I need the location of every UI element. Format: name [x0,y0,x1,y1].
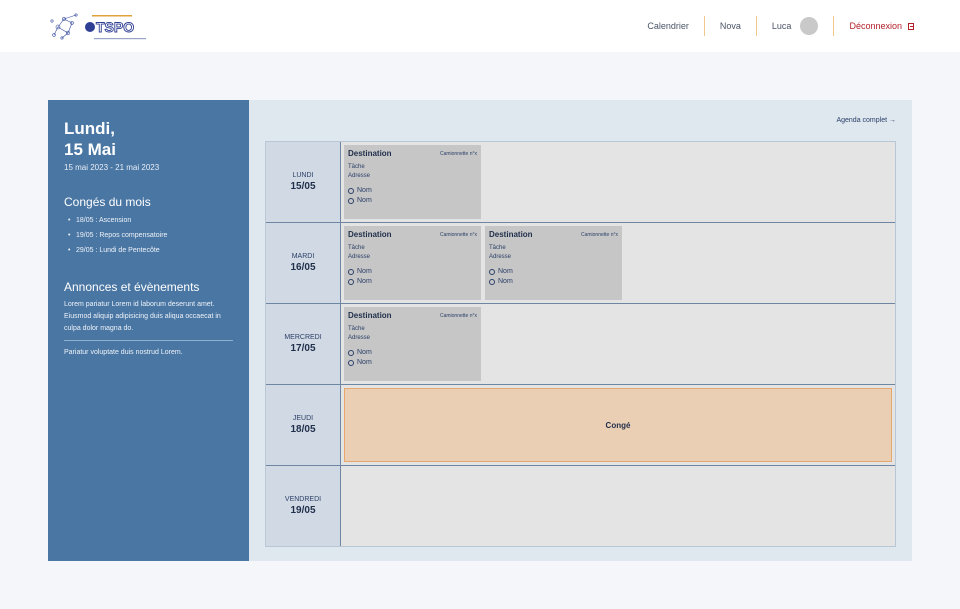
logout-icon [908,22,914,30]
announcement-divider [64,340,233,341]
card-van: Camionnette n°x [439,232,477,238]
svg-text:TSPO: TSPO [96,19,134,35]
events-area[interactable] [341,466,895,546]
card-task: Tâche [348,164,365,170]
calendar-row-monday: LUNDI 15/05 Destination Camionnette n°x … [266,142,895,223]
person-icon [348,279,354,285]
person-name: Nom [357,349,372,356]
holidays-title: Congés du mois [64,195,151,209]
card-destination: Destination [348,311,392,320]
day-date: 15/05 [290,181,316,192]
week-range: 15 mai 2023 - 21 mai 2023 [64,163,160,172]
calendar-row-thursday: JEUDI 18/05 Congé [266,385,895,466]
announcement-text: Lorem pariatur Lorem id laborum deserunt… [64,301,221,332]
day-cell: JEUDI 18/05 [266,385,341,465]
holiday-list: 18/05 : Ascension 19/05 : Repos compensa… [64,213,233,258]
leave-block[interactable]: Congé [344,388,892,462]
person-icon [489,279,495,285]
top-nav: Calendrier Nova Luca Déconnexion [632,14,914,38]
announcement-text: Pariatur voluptate duis nostrud Lorem. [64,349,183,356]
card-destination: Destination [348,149,392,158]
holiday-item: 19/05 : Repos compensatoire [64,228,233,243]
main-panel: Agenda complet → LUNDI 15/05 Destination… [249,100,912,561]
assignment-card[interactable]: Destination Camionnette n°x Tâche Adress… [344,226,481,300]
card-person: Nom [489,277,618,287]
company-logo[interactable]: TSPO [48,9,152,45]
card-destination: Destination [489,230,533,239]
person-icon [348,188,354,194]
card-task: Tâche [348,326,365,332]
card-van: Camionnette n°x [439,313,477,319]
calendar-row-tuesday: MARDI 16/05 Destination Camionnette n°x … [266,223,895,304]
day-name: LUNDI [292,172,314,179]
person-name: Nom [357,359,372,366]
card-person: Nom [348,196,477,206]
avatar [800,17,819,35]
person-icon [348,360,354,366]
announcements-title: Annonces et évènements [64,280,200,294]
person-icon [348,269,354,275]
card-person: Nom [348,348,477,358]
week-calendar: LUNDI 15/05 Destination Camionnette n°x … [265,141,896,547]
assignment-card[interactable]: Destination Camionnette n°x Tâche Adress… [485,226,622,300]
full-agenda-link[interactable]: Agenda complet → [836,117,896,124]
day-date: 16/05 [290,262,316,273]
day-name: MARDI [291,253,315,260]
day-date: 19/05 [290,505,316,516]
current-day-date: 15 Mai [64,140,116,159]
events-area: Destination Camionnette n°x Tâche Adress… [341,142,895,222]
day-cell: MARDI 16/05 [266,223,341,303]
day-name: MERCREDI [284,334,322,341]
assignment-card[interactable]: Destination Camionnette n°x Tâche Adress… [344,145,481,219]
calendar-row-wednesday: MERCREDI 17/05 Destination Camionnette n… [266,304,895,385]
events-area: Destination Camionnette n°x Tâche Adress… [341,304,895,384]
card-person: Nom [348,267,477,277]
user-menu[interactable]: Luca [757,16,835,36]
day-cell: MERCREDI 17/05 [266,304,341,384]
day-name: VENDREDI [284,496,322,503]
person-name: Nom [357,268,372,275]
nav-nova-link[interactable]: Nova [705,16,757,36]
day-cell: VENDREDI 19/05 [266,466,341,546]
person-icon [489,269,495,275]
person-name: Nom [357,278,372,285]
card-van: Camionnette n°x [439,151,477,157]
holiday-item: 18/05 : Ascension [64,213,233,228]
day-cell: LUNDI 15/05 [266,142,341,222]
card-person: Nom [348,277,477,287]
sidebar: Lundi, 15 Mai 15 mai 2023 - 21 mai 2023 … [48,100,249,561]
card-address: Adresse [348,173,371,179]
logout-button[interactable]: Déconnexion [834,16,914,36]
events-area: Destination Camionnette n°x Tâche Adress… [341,223,895,303]
events-area: Congé [341,385,895,465]
current-day-weekday: Lundi, [64,119,115,138]
day-date: 18/05 [290,424,316,435]
header: TSPO Calendrier Nova Luca Déconnexion [0,0,960,52]
user-name: Luca [771,21,792,31]
day-name: JEUDI [292,415,314,422]
person-name: Nom [498,268,513,275]
person-name: Nom [357,197,372,204]
person-icon [348,198,354,204]
person-name: Nom [357,187,372,194]
logout-label: Déconnexion [849,21,902,31]
calendar-row-friday: VENDREDI 19/05 [266,466,895,546]
day-date: 17/05 [290,343,316,354]
card-person: Nom [489,267,618,277]
card-task: Tâche [348,245,365,251]
card-task: Tâche [489,245,506,251]
nav-calendar-link[interactable]: Calendrier [632,16,705,36]
assignment-card[interactable]: Destination Camionnette n°x Tâche Adress… [344,307,481,381]
card-van: Camionnette n°x [580,232,618,238]
card-address: Adresse [348,335,371,341]
card-address: Adresse [489,254,512,260]
holiday-item: 29/05 : Lundi de Pentecôte [64,243,233,258]
card-destination: Destination [348,230,392,239]
card-address: Adresse [348,254,371,260]
person-icon [348,350,354,356]
card-person: Nom [348,186,477,196]
person-name: Nom [498,278,513,285]
card-person: Nom [348,358,477,368]
